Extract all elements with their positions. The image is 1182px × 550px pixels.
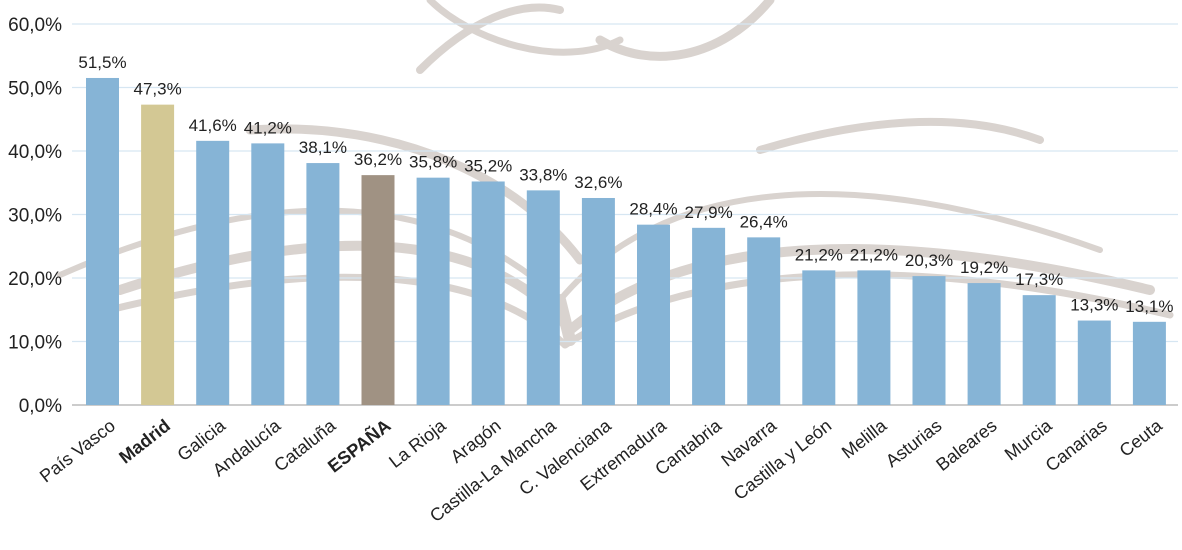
bar xyxy=(692,227,726,405)
category-label: Baleares xyxy=(932,415,1000,475)
data-label: 35,2% xyxy=(464,156,512,175)
data-label: 38,1% xyxy=(299,138,347,157)
category-label: País Vasco xyxy=(36,415,119,486)
bar xyxy=(471,181,505,405)
y-tick-label: 10,0% xyxy=(8,333,62,354)
category-label: Ceuta xyxy=(1116,415,1167,461)
bar xyxy=(967,283,1001,405)
data-label: 41,6% xyxy=(189,116,237,135)
category-label: La Rioja xyxy=(385,415,450,472)
data-label: 20,3% xyxy=(905,251,953,270)
y-tick-label: 40,0% xyxy=(8,142,62,163)
bar xyxy=(251,143,285,405)
y-tick-label: 30,0% xyxy=(8,206,62,227)
category-label: Madrid xyxy=(115,415,174,467)
y-axis-ticks: 0,0% 10,0% 20,0% 30,0% 40,0% 50,0% 60,0% xyxy=(8,15,62,417)
bar xyxy=(196,140,230,405)
data-label: 26,4% xyxy=(740,212,788,231)
data-label: 27,9% xyxy=(684,203,732,222)
data-label: 17,3% xyxy=(1015,270,1063,289)
bar xyxy=(86,77,119,405)
data-label: 21,2% xyxy=(850,245,898,264)
bar xyxy=(1132,321,1166,405)
bar xyxy=(141,104,175,406)
category-label: Canarias xyxy=(1042,415,1111,475)
data-labels-layer: 51,5% 47,3% 41,6% 41,2% 38,1% 36,2% 35,8% 35,2%… xyxy=(78,53,1173,316)
bar xyxy=(637,224,670,405)
category-label: C. Valenciana xyxy=(515,415,615,500)
data-label: 33,8% xyxy=(519,165,567,184)
bar xyxy=(912,276,946,405)
category-label: Castilla y León xyxy=(730,415,835,503)
bar xyxy=(581,197,615,405)
y-tick-label: 20,0% xyxy=(8,269,62,290)
y-tick-label: 50,0% xyxy=(8,79,62,100)
data-label: 35,8% xyxy=(409,153,457,172)
data-label: 32,6% xyxy=(574,173,622,192)
bar xyxy=(802,270,836,405)
data-label: 21,2% xyxy=(795,245,843,264)
bar xyxy=(416,177,450,405)
bar xyxy=(857,270,891,405)
data-label: 41,2% xyxy=(244,118,292,137)
data-label: 13,3% xyxy=(1070,296,1118,315)
bar xyxy=(526,190,560,405)
data-label: 36,2% xyxy=(354,150,402,169)
bar xyxy=(306,163,340,405)
data-label: 51,5% xyxy=(78,53,126,72)
data-label: 28,4% xyxy=(629,200,677,219)
bar xyxy=(747,237,781,405)
data-label: 13,1% xyxy=(1125,297,1173,316)
y-tick-label: 60,0% xyxy=(8,15,62,36)
bar xyxy=(1022,295,1056,405)
data-label: 19,2% xyxy=(960,258,1008,277)
y-tick-label: 0,0% xyxy=(19,396,62,417)
bar xyxy=(1077,320,1111,405)
category-label: ESPAÑA xyxy=(323,415,394,477)
bars-layer xyxy=(86,77,1166,406)
bar xyxy=(361,175,395,405)
grid-layer xyxy=(72,23,1178,406)
data-label: 47,3% xyxy=(133,80,181,99)
